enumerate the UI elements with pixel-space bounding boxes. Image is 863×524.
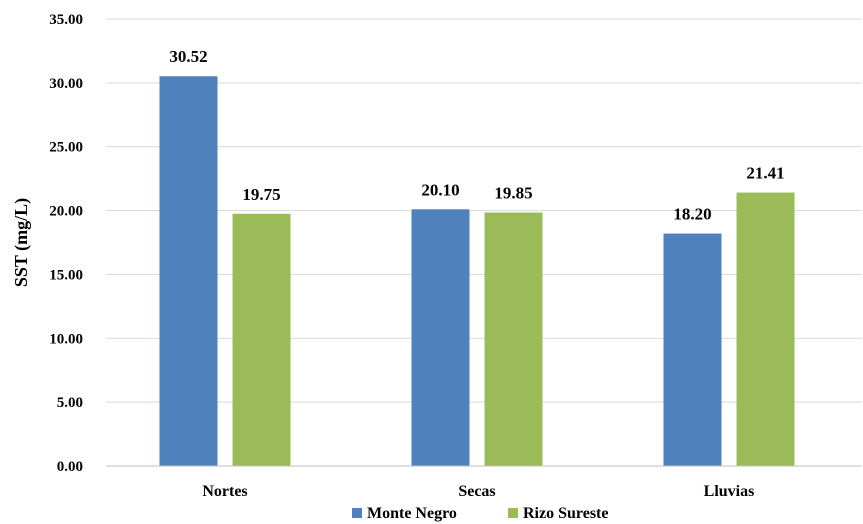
data-label: 18.20 bbox=[673, 205, 711, 224]
data-label: 21.41 bbox=[746, 164, 784, 183]
y-tick-label: 20.00 bbox=[49, 204, 83, 220]
bar bbox=[484, 212, 543, 466]
bar bbox=[411, 209, 470, 466]
y-tick-label: 5.00 bbox=[57, 395, 83, 411]
x-tick-label: Secas bbox=[458, 483, 495, 500]
x-axis-categories: Nortes Secas Lluvias bbox=[202, 483, 754, 500]
data-labels: 30.52 19.75 20.10 19.85 18.20 21.41 bbox=[169, 47, 784, 223]
bars bbox=[159, 76, 795, 466]
y-tick-label: 30.00 bbox=[49, 76, 83, 92]
gridlines bbox=[106, 18, 862, 403]
data-label: 19.75 bbox=[242, 185, 280, 204]
data-label: 19.85 bbox=[494, 183, 532, 202]
y-tick-label: 35.00 bbox=[49, 12, 83, 28]
bar bbox=[663, 233, 722, 466]
legend: Monte Negro Rizo Sureste bbox=[352, 505, 608, 522]
bar bbox=[232, 213, 291, 466]
legend-label: Rizo Sureste bbox=[523, 505, 608, 522]
bar bbox=[736, 192, 795, 466]
y-tick-label: 0.00 bbox=[57, 459, 83, 475]
legend-swatch bbox=[508, 508, 518, 518]
y-tick-label: 25.00 bbox=[49, 140, 83, 156]
y-tick-label: 10.00 bbox=[49, 331, 83, 347]
data-label: 30.52 bbox=[169, 47, 207, 66]
x-tick-label: Lluvias bbox=[704, 483, 755, 500]
y-axis-title: SST (mg/L) bbox=[11, 198, 32, 287]
y-tick-label: 15.00 bbox=[49, 267, 83, 283]
bar bbox=[159, 76, 218, 466]
legend-label: Monte Negro bbox=[367, 505, 457, 522]
y-axis-ticks: 0.00 5.00 10.00 15.00 20.00 25.00 30.00 35.00 bbox=[49, 12, 83, 475]
x-tick-label: Nortes bbox=[202, 483, 247, 500]
data-label: 20.10 bbox=[421, 180, 459, 199]
legend-swatch bbox=[352, 508, 362, 518]
